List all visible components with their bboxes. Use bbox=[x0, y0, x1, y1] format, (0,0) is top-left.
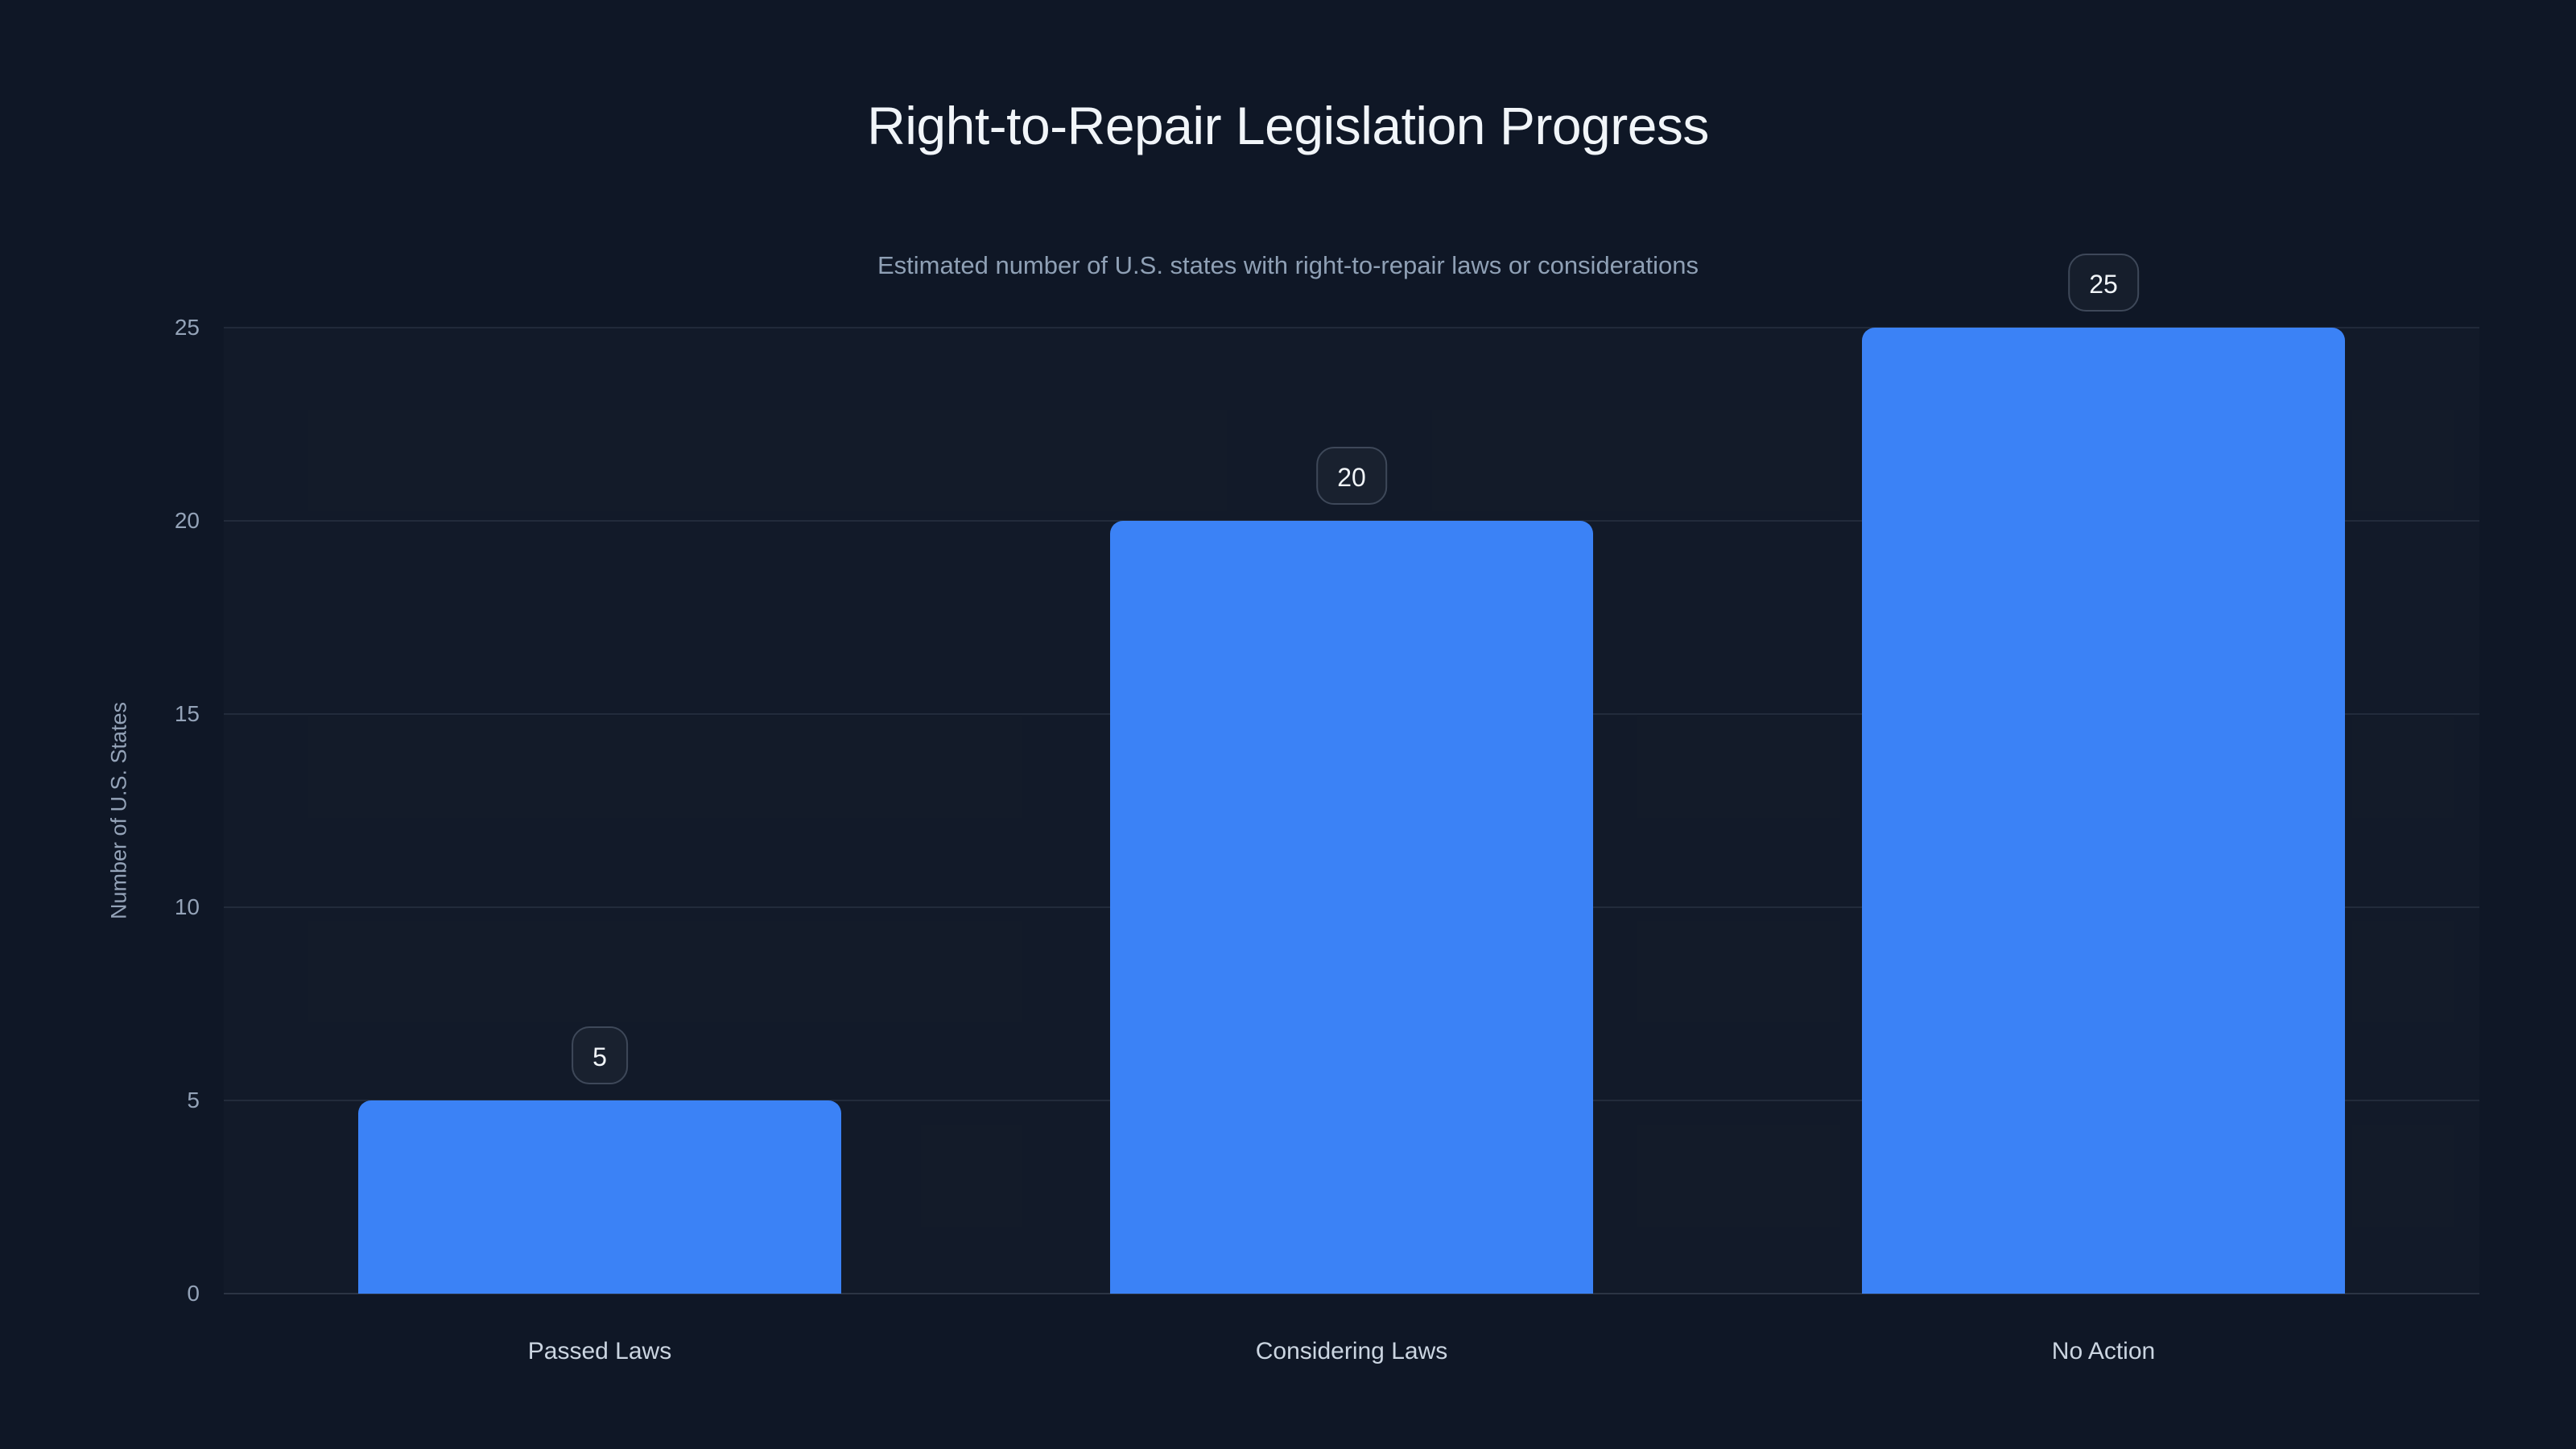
bar-no-action[interactable] bbox=[1862, 328, 2345, 1294]
y-tick-25: 25 bbox=[174, 315, 200, 340]
chart-subtitle: Estimated number of U.S. states with rig… bbox=[877, 251, 1699, 279]
value-badge-passed-laws: 5 bbox=[572, 1026, 628, 1084]
x-label-passed-laws: Passed Laws bbox=[527, 1338, 672, 1364]
y-tick-5: 5 bbox=[187, 1088, 200, 1113]
value-badge-considering-laws: 20 bbox=[1316, 447, 1387, 505]
gridline-y-25 bbox=[224, 327, 2479, 328]
plot-area: 5 20 25 bbox=[224, 254, 2479, 1294]
y-tick-15: 15 bbox=[174, 701, 200, 726]
y-tick-0: 0 bbox=[187, 1281, 200, 1306]
y-axis-title: Number of U.S. States bbox=[106, 701, 131, 920]
x-label-no-action: No Action bbox=[2051, 1338, 2156, 1364]
y-tick-10: 10 bbox=[174, 894, 200, 919]
y-tick-20: 20 bbox=[174, 508, 200, 533]
value-badge-no-action: 25 bbox=[2068, 254, 2139, 312]
bar-passed-laws[interactable] bbox=[358, 1100, 841, 1294]
bar-considering-laws[interactable] bbox=[1110, 521, 1593, 1294]
x-axis-baseline bbox=[224, 1293, 2479, 1294]
chart-title: Right-to-Repair Legislation Progress bbox=[867, 96, 1709, 155]
x-label-considering-laws: Considering Laws bbox=[1255, 1338, 1448, 1364]
